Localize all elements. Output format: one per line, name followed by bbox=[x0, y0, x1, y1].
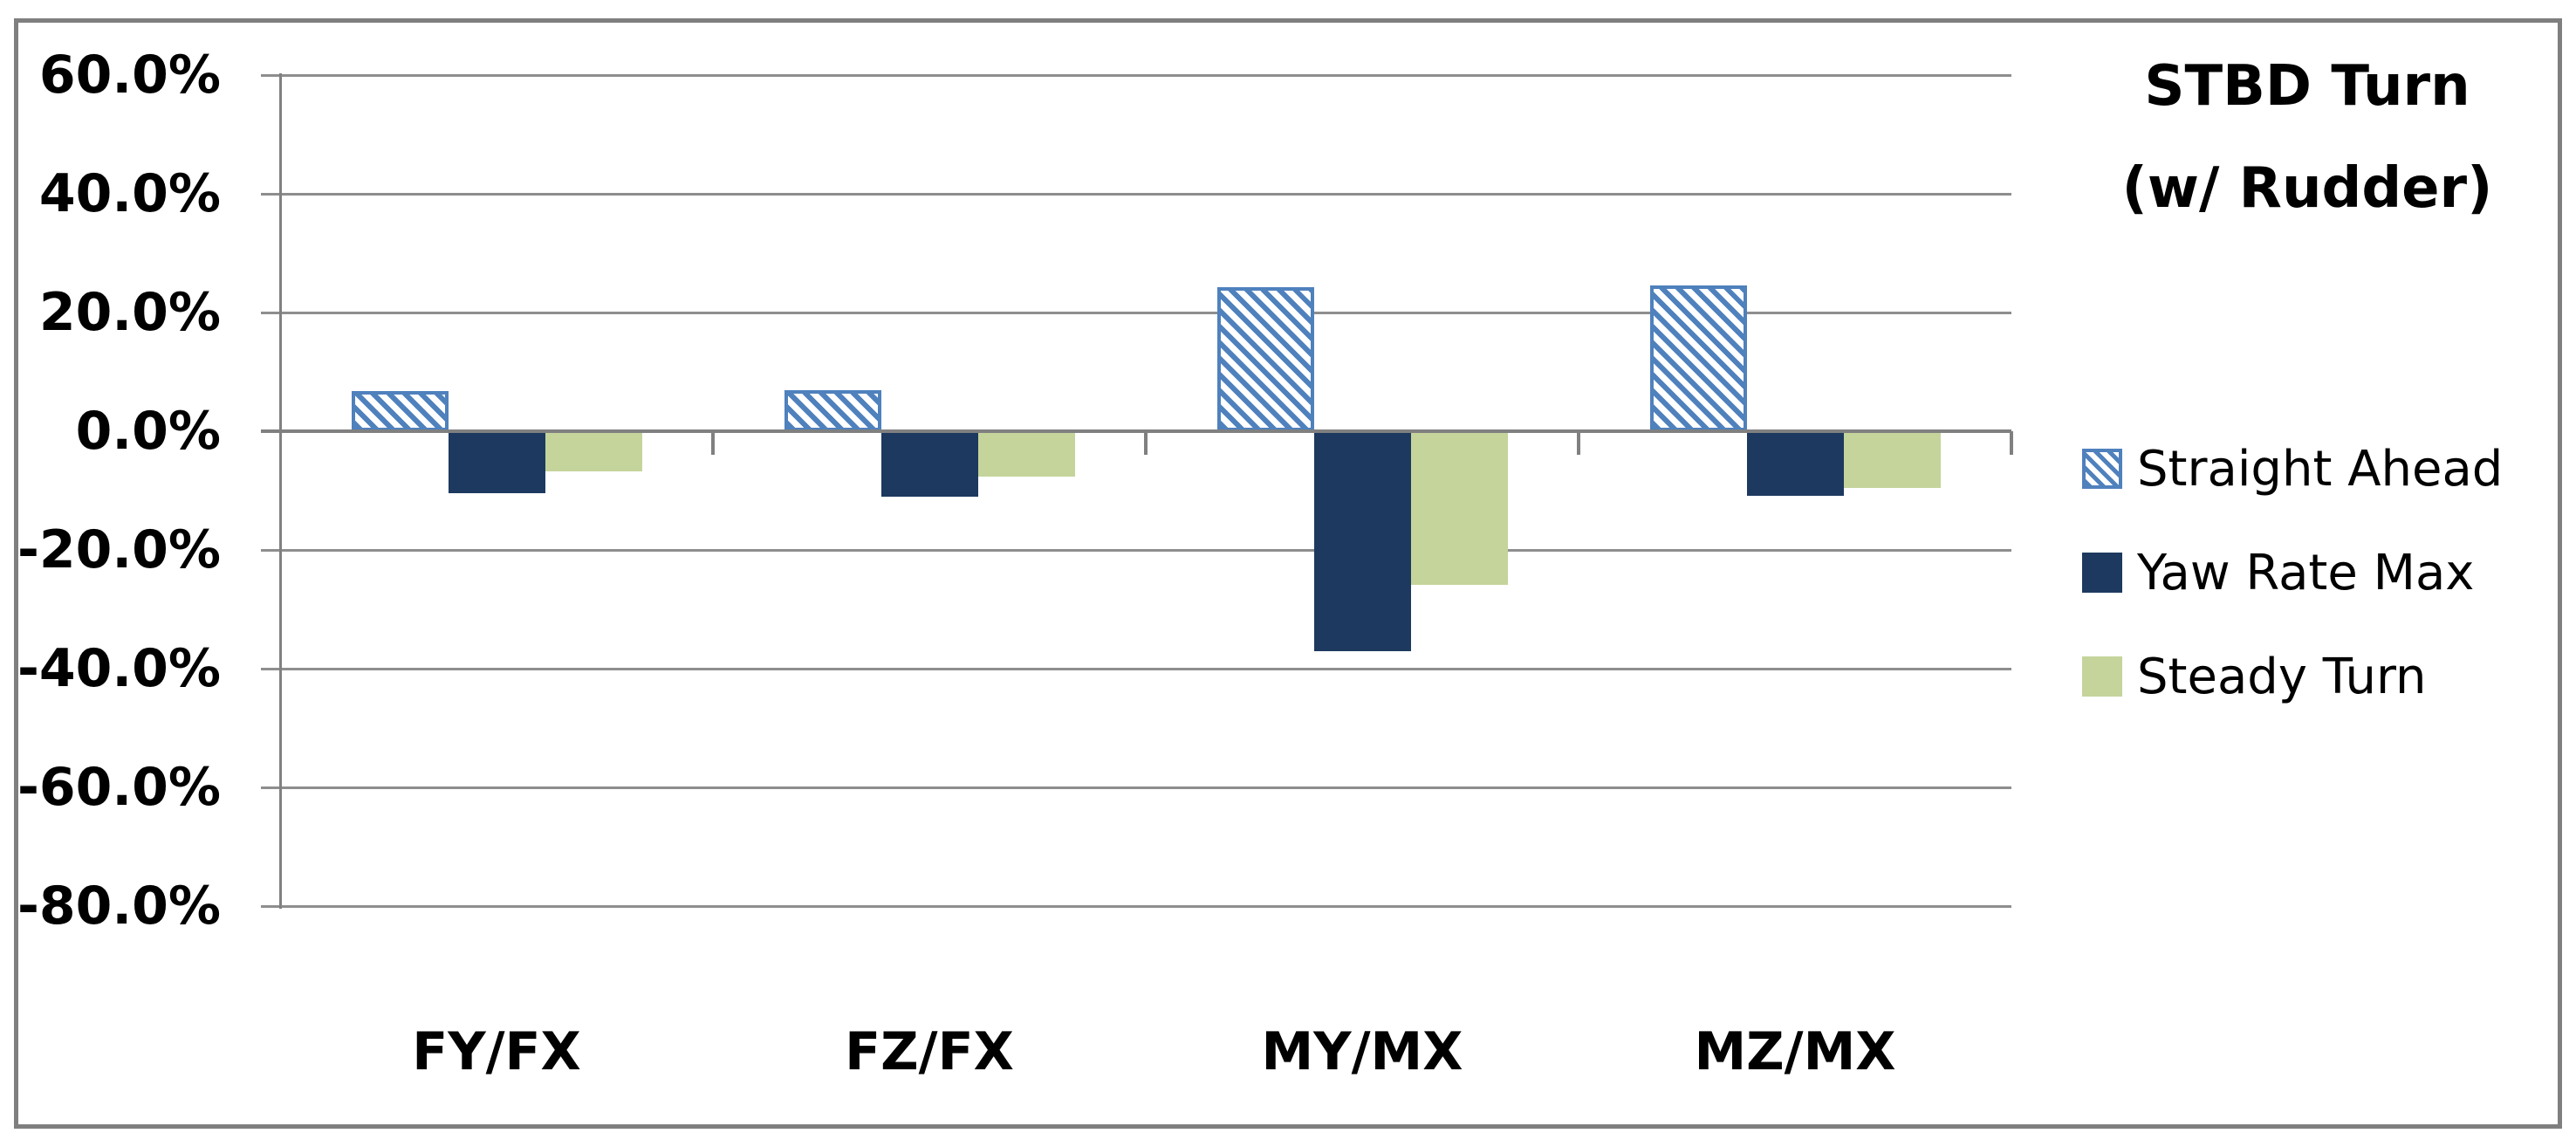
legend-swatch-green-icon bbox=[2082, 656, 2122, 697]
y-gridline bbox=[261, 193, 2011, 196]
y-gridline bbox=[261, 74, 2011, 77]
bar-straight-ahead-my-mx bbox=[1217, 287, 1314, 431]
bar-straight-ahead-mz-mx bbox=[1650, 285, 1747, 431]
legend-item-steady-turn: Steady Turn bbox=[2082, 649, 2571, 706]
y-gridline bbox=[261, 549, 2011, 552]
category-boundary-tick bbox=[1577, 431, 1580, 455]
y-tick-label: 20.0% bbox=[38, 282, 221, 343]
y-tick-label: -20.0% bbox=[17, 519, 221, 580]
y-tick-label: -60.0% bbox=[17, 757, 221, 818]
x-axis-zero-line bbox=[261, 429, 2011, 433]
bar-steady-turn-mz-mx bbox=[1844, 431, 1941, 488]
bar-steady-turn-my-mx bbox=[1411, 431, 1508, 585]
chart-frame-border bbox=[14, 18, 2562, 1129]
y-gridline bbox=[261, 668, 2011, 670]
bar-yaw-rate-max-fy-fx bbox=[449, 431, 545, 493]
category-boundary-tick bbox=[711, 431, 715, 455]
bar-yaw-rate-max-my-mx bbox=[1314, 431, 1411, 651]
y-tick-label: 40.0% bbox=[38, 163, 221, 224]
bar-straight-ahead-fz-fx bbox=[784, 390, 881, 431]
legend-swatch-hatched-icon bbox=[2082, 449, 2122, 489]
x-category-label-fz-fx: FZ/FX bbox=[845, 1021, 1014, 1082]
y-tick-label: -40.0% bbox=[17, 638, 221, 699]
category-boundary-tick bbox=[1144, 431, 1148, 455]
legend-item-straight-ahead: Straight Ahead bbox=[2082, 441, 2571, 498]
bar-straight-ahead-fy-fx bbox=[352, 391, 449, 431]
y-tick-label: -80.0% bbox=[17, 876, 221, 937]
y-tick-label: 60.0% bbox=[38, 45, 221, 106]
category-boundary-tick bbox=[2010, 431, 2013, 455]
y-tick-label: 0.0% bbox=[75, 401, 221, 462]
bar-steady-turn-fz-fx bbox=[978, 431, 1075, 477]
y-gridline bbox=[261, 312, 2011, 314]
legend-swatch-navy-icon bbox=[2082, 553, 2122, 593]
x-category-label-fy-fx: FY/FX bbox=[412, 1021, 581, 1082]
legend-item-yaw-rate-max: Yaw Rate Max bbox=[2082, 545, 2571, 602]
legend-label: Steady Turn bbox=[2137, 649, 2427, 705]
y-axis-line bbox=[279, 73, 282, 909]
bar-yaw-rate-max-mz-mx bbox=[1747, 431, 1844, 496]
legend-label: Yaw Rate Max bbox=[2137, 545, 2475, 601]
x-category-label-my-mx: MY/MX bbox=[1261, 1021, 1463, 1082]
y-gridline bbox=[261, 905, 2011, 908]
bar-yaw-rate-max-fz-fx bbox=[881, 431, 978, 497]
chart-title-line-2: (w/ Rudder) bbox=[2121, 156, 2493, 221]
chart-title-line-1: STBD Turn bbox=[2144, 54, 2470, 119]
y-gridline bbox=[261, 786, 2011, 789]
bar-steady-turn-fy-fx bbox=[545, 431, 642, 471]
legend-label: Straight Ahead bbox=[2137, 441, 2504, 498]
x-category-label-mz-mx: MZ/MX bbox=[1694, 1021, 1896, 1082]
